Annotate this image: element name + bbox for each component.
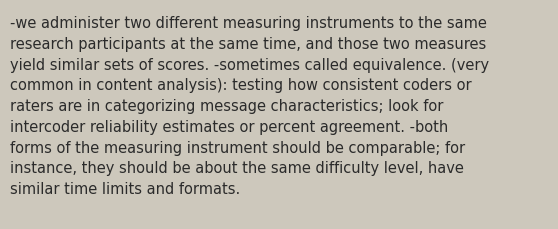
Text: -we administer two different measuring instruments to the same
research particip: -we administer two different measuring i… — [10, 16, 489, 196]
